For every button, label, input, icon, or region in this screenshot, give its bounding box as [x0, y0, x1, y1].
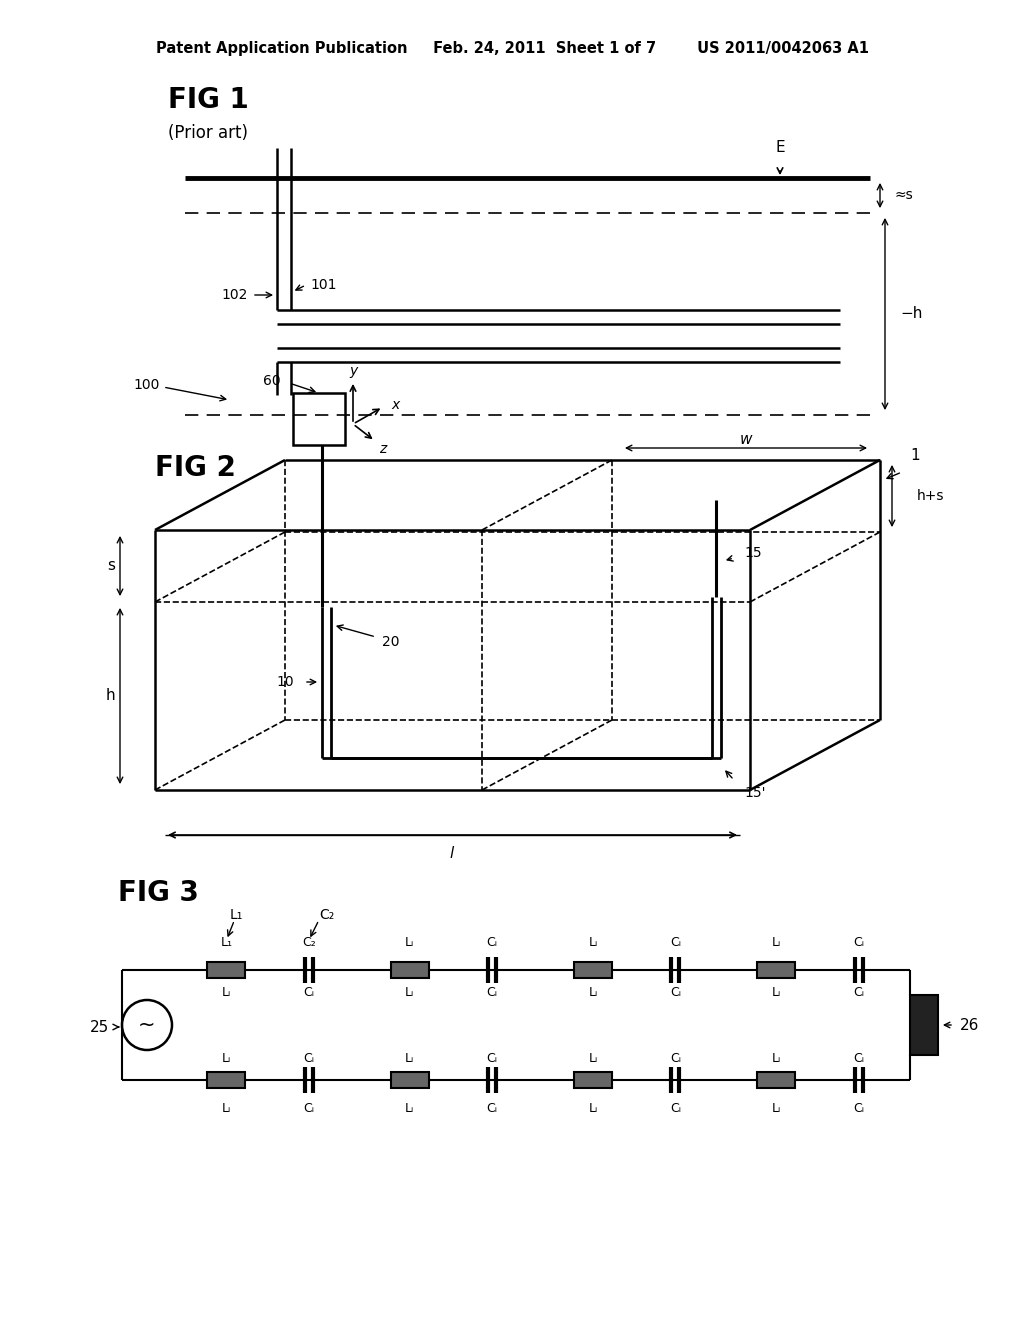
Text: Lᵢ: Lᵢ — [222, 986, 231, 998]
Text: l: l — [450, 846, 454, 861]
Bar — [757, 1072, 796, 1088]
Text: L₁: L₁ — [220, 936, 232, 949]
Text: Lᵢ: Lᵢ — [772, 986, 781, 998]
Text: Lᵢ: Lᵢ — [589, 1101, 598, 1114]
Text: Cᵢ: Cᵢ — [303, 1052, 314, 1064]
Text: x: x — [391, 399, 399, 412]
Text: Patent Application Publication     Feb. 24, 2011  Sheet 1 of 7        US 2011/00: Patent Application Publication Feb. 24, … — [156, 41, 868, 55]
Text: 60: 60 — [263, 374, 281, 388]
Bar — [208, 1072, 246, 1088]
Text: Cᵢ: Cᵢ — [853, 1052, 864, 1064]
Text: y: y — [349, 364, 357, 378]
Text: w: w — [739, 433, 753, 447]
Text: Lᵢ: Lᵢ — [772, 1052, 781, 1064]
Text: Cᵢ: Cᵢ — [486, 986, 498, 998]
Text: Lᵢ: Lᵢ — [406, 1101, 415, 1114]
Text: Cᵢ: Cᵢ — [670, 1101, 681, 1114]
Text: 102: 102 — [221, 288, 248, 302]
Text: E: E — [775, 140, 784, 156]
Text: L₁: L₁ — [229, 908, 243, 921]
Text: Lᵢ: Lᵢ — [772, 936, 781, 949]
Text: Cᵢ: Cᵢ — [670, 986, 681, 998]
Text: h: h — [105, 689, 115, 704]
Text: Lᵢ: Lᵢ — [589, 986, 598, 998]
Text: Cᵢ: Cᵢ — [486, 1052, 498, 1064]
Text: Lᵢ: Lᵢ — [772, 1101, 781, 1114]
Text: FIG 3: FIG 3 — [118, 879, 199, 907]
Text: FIG 2: FIG 2 — [155, 454, 236, 482]
Bar — [208, 962, 246, 978]
Text: −h: −h — [900, 306, 923, 322]
Text: 15': 15' — [744, 785, 766, 800]
Text: 26: 26 — [961, 1018, 979, 1032]
Text: Cᵢ: Cᵢ — [853, 986, 864, 998]
Text: Cᵢ: Cᵢ — [670, 936, 681, 949]
Text: Cᵢ: Cᵢ — [670, 1052, 681, 1064]
Text: C₂: C₂ — [302, 936, 315, 949]
Text: ≈s: ≈s — [895, 187, 913, 202]
Bar — [391, 962, 429, 978]
Text: Cᵢ: Cᵢ — [303, 986, 314, 998]
Text: 100: 100 — [133, 378, 160, 392]
Bar — [757, 962, 796, 978]
Text: 20: 20 — [382, 635, 399, 649]
Text: Cᵢ: Cᵢ — [853, 936, 864, 949]
Bar — [910, 995, 938, 1055]
Text: Lᵢ: Lᵢ — [589, 1052, 598, 1064]
Text: Cᵢ: Cᵢ — [486, 936, 498, 949]
Text: 101: 101 — [310, 279, 337, 292]
Text: FIG 1: FIG 1 — [168, 86, 249, 114]
Text: Lᵢ: Lᵢ — [406, 1052, 415, 1064]
Text: Lᵢ: Lᵢ — [222, 1101, 231, 1114]
Text: ~: ~ — [138, 1015, 156, 1035]
Text: 15: 15 — [744, 546, 762, 560]
Bar — [391, 1072, 429, 1088]
Text: z: z — [379, 442, 386, 455]
Text: C₂: C₂ — [319, 908, 335, 921]
Bar — [293, 393, 345, 445]
Text: Cᵢ: Cᵢ — [303, 1101, 314, 1114]
Text: Lᵢ: Lᵢ — [406, 936, 415, 949]
Text: 25: 25 — [90, 1019, 109, 1035]
Bar — [574, 962, 612, 978]
Text: Lᵢ: Lᵢ — [406, 986, 415, 998]
Text: Lᵢ: Lᵢ — [589, 936, 598, 949]
Text: Cᵢ: Cᵢ — [853, 1101, 864, 1114]
Text: (Prior art): (Prior art) — [168, 124, 248, 143]
Text: Cᵢ: Cᵢ — [486, 1101, 498, 1114]
Bar — [574, 1072, 612, 1088]
Text: h+s: h+s — [918, 488, 944, 503]
Text: Lᵢ: Lᵢ — [222, 1052, 231, 1064]
Text: s: s — [106, 558, 115, 573]
Text: 1: 1 — [910, 447, 920, 462]
Text: 10: 10 — [276, 675, 294, 689]
